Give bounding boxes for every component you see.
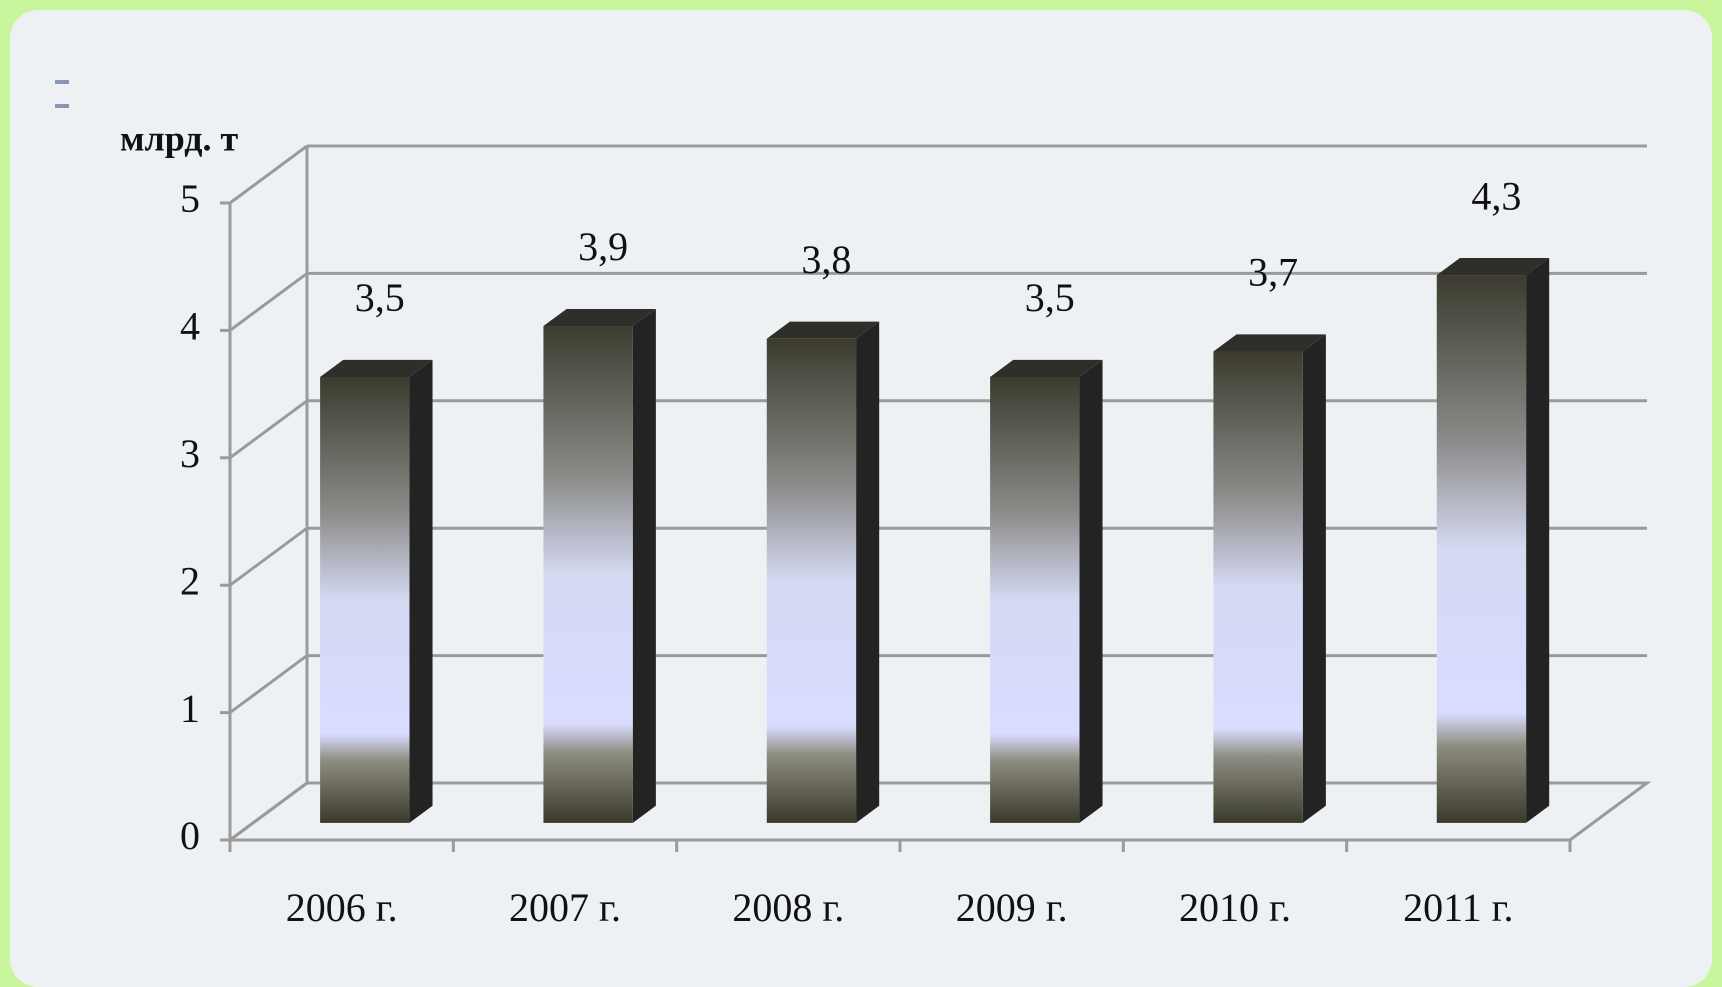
bar-side (1079, 359, 1103, 823)
bar (543, 326, 633, 823)
grid-line (229, 654, 308, 714)
x-tick-label: 2010 г. (1179, 885, 1291, 930)
x-tick-label: 2007 г. (509, 885, 621, 930)
bar (1436, 275, 1527, 823)
bar-top (990, 359, 1103, 377)
legend-icon (55, 80, 69, 84)
y-tick-label: 2 (180, 558, 200, 603)
bar (766, 338, 857, 823)
bar-top (1213, 334, 1326, 352)
value-label: 3,5 (1025, 275, 1075, 320)
bar-top (543, 308, 656, 327)
y-tick-label: 0 (180, 813, 200, 858)
x-tick-label: 2011 г. (1403, 885, 1513, 930)
bar-top (320, 359, 433, 377)
y-tick-label: 1 (180, 686, 200, 731)
value-label: 4,3 (1471, 173, 1521, 218)
value-label: 3,7 (1248, 250, 1298, 295)
bar-top (766, 321, 880, 339)
x-tick-label: 2009 г. (956, 885, 1068, 930)
grid-line (229, 144, 308, 205)
legend-icon (55, 104, 69, 108)
bar-side (409, 359, 433, 823)
y-axis-label: млрд. т (120, 118, 238, 158)
value-label: 3,9 (578, 224, 628, 269)
grid-line (229, 272, 308, 332)
bar-side (1526, 257, 1550, 823)
bar (320, 377, 410, 823)
x-tick-label: 2006 г. (286, 885, 398, 930)
y-tick-label: 4 (180, 304, 200, 349)
value-label: 3,5 (355, 275, 405, 320)
grid-line (229, 399, 308, 460)
y-tick-label: 3 (180, 431, 200, 476)
bar-side (856, 321, 880, 823)
value-label: 3,8 (801, 237, 851, 282)
grid-line (229, 526, 308, 587)
x-tick-label: 2008 г. (732, 885, 844, 930)
bar-side (1302, 334, 1326, 823)
y-tick-label: 5 (180, 176, 200, 221)
bar (1213, 351, 1303, 823)
bar-top (1436, 257, 1550, 276)
bar-side (632, 308, 656, 823)
grid-line (229, 781, 308, 842)
bar (990, 377, 1080, 823)
